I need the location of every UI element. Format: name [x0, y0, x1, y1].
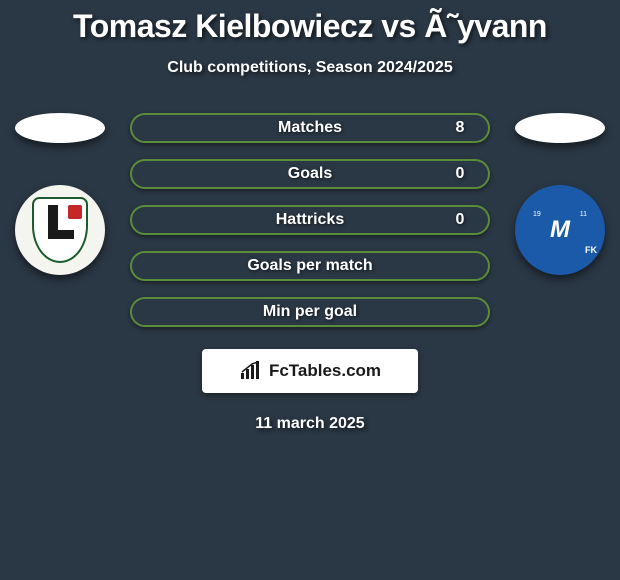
page-title: Tomasz Kielbowiecz vs Ã˜yvann [0, 8, 620, 45]
stat-label: Goals per match [188, 257, 432, 275]
right-player-column: 19 11 M FK [510, 113, 610, 275]
stat-bar: Min per goal [130, 297, 490, 327]
branding-badge: FcTables.com [202, 349, 418, 393]
stat-label: Matches [188, 119, 432, 137]
chart-icon [239, 361, 263, 381]
stat-label: Min per goal [188, 303, 432, 321]
comparison-area: Matches8Goals0Hattricks0Goals per matchM… [0, 113, 620, 327]
right-club-badge-icon: 19 11 M FK [515, 185, 605, 275]
right-flag-icon [515, 113, 605, 143]
left-badge-accent [68, 205, 82, 219]
right-badge-oval: 19 11 M FK [525, 207, 595, 253]
stat-bar: Hattricks0 [130, 205, 490, 235]
stat-right-value: 0 [432, 165, 488, 183]
stat-bar: Matches8 [130, 113, 490, 143]
left-badge-shield [32, 197, 88, 263]
stat-right-value: 0 [432, 211, 488, 229]
right-badge-year-left: 19 [533, 211, 541, 218]
left-club-badge-icon [15, 185, 105, 275]
right-badge-year-right: 11 [580, 211, 587, 218]
left-player-column [10, 113, 110, 275]
stat-right-value: 8 [432, 119, 488, 137]
stats-column: Matches8Goals0Hattricks0Goals per matchM… [130, 113, 490, 327]
stat-bar: Goals per match [130, 251, 490, 281]
right-badge-sub: FK [585, 245, 597, 255]
date-text: 11 march 2025 [0, 415, 620, 433]
stat-label: Hattricks [188, 211, 432, 229]
left-flag-icon [15, 113, 105, 143]
stat-label: Goals [188, 165, 432, 183]
stat-bar: Goals0 [130, 159, 490, 189]
right-badge-letter: M [550, 216, 570, 244]
infographic-container: Tomasz Kielbowiecz vs Ã˜yvann Club compe… [0, 0, 620, 433]
subtitle: Club competitions, Season 2024/2025 [0, 59, 620, 77]
branding-text: FcTables.com [269, 361, 381, 381]
